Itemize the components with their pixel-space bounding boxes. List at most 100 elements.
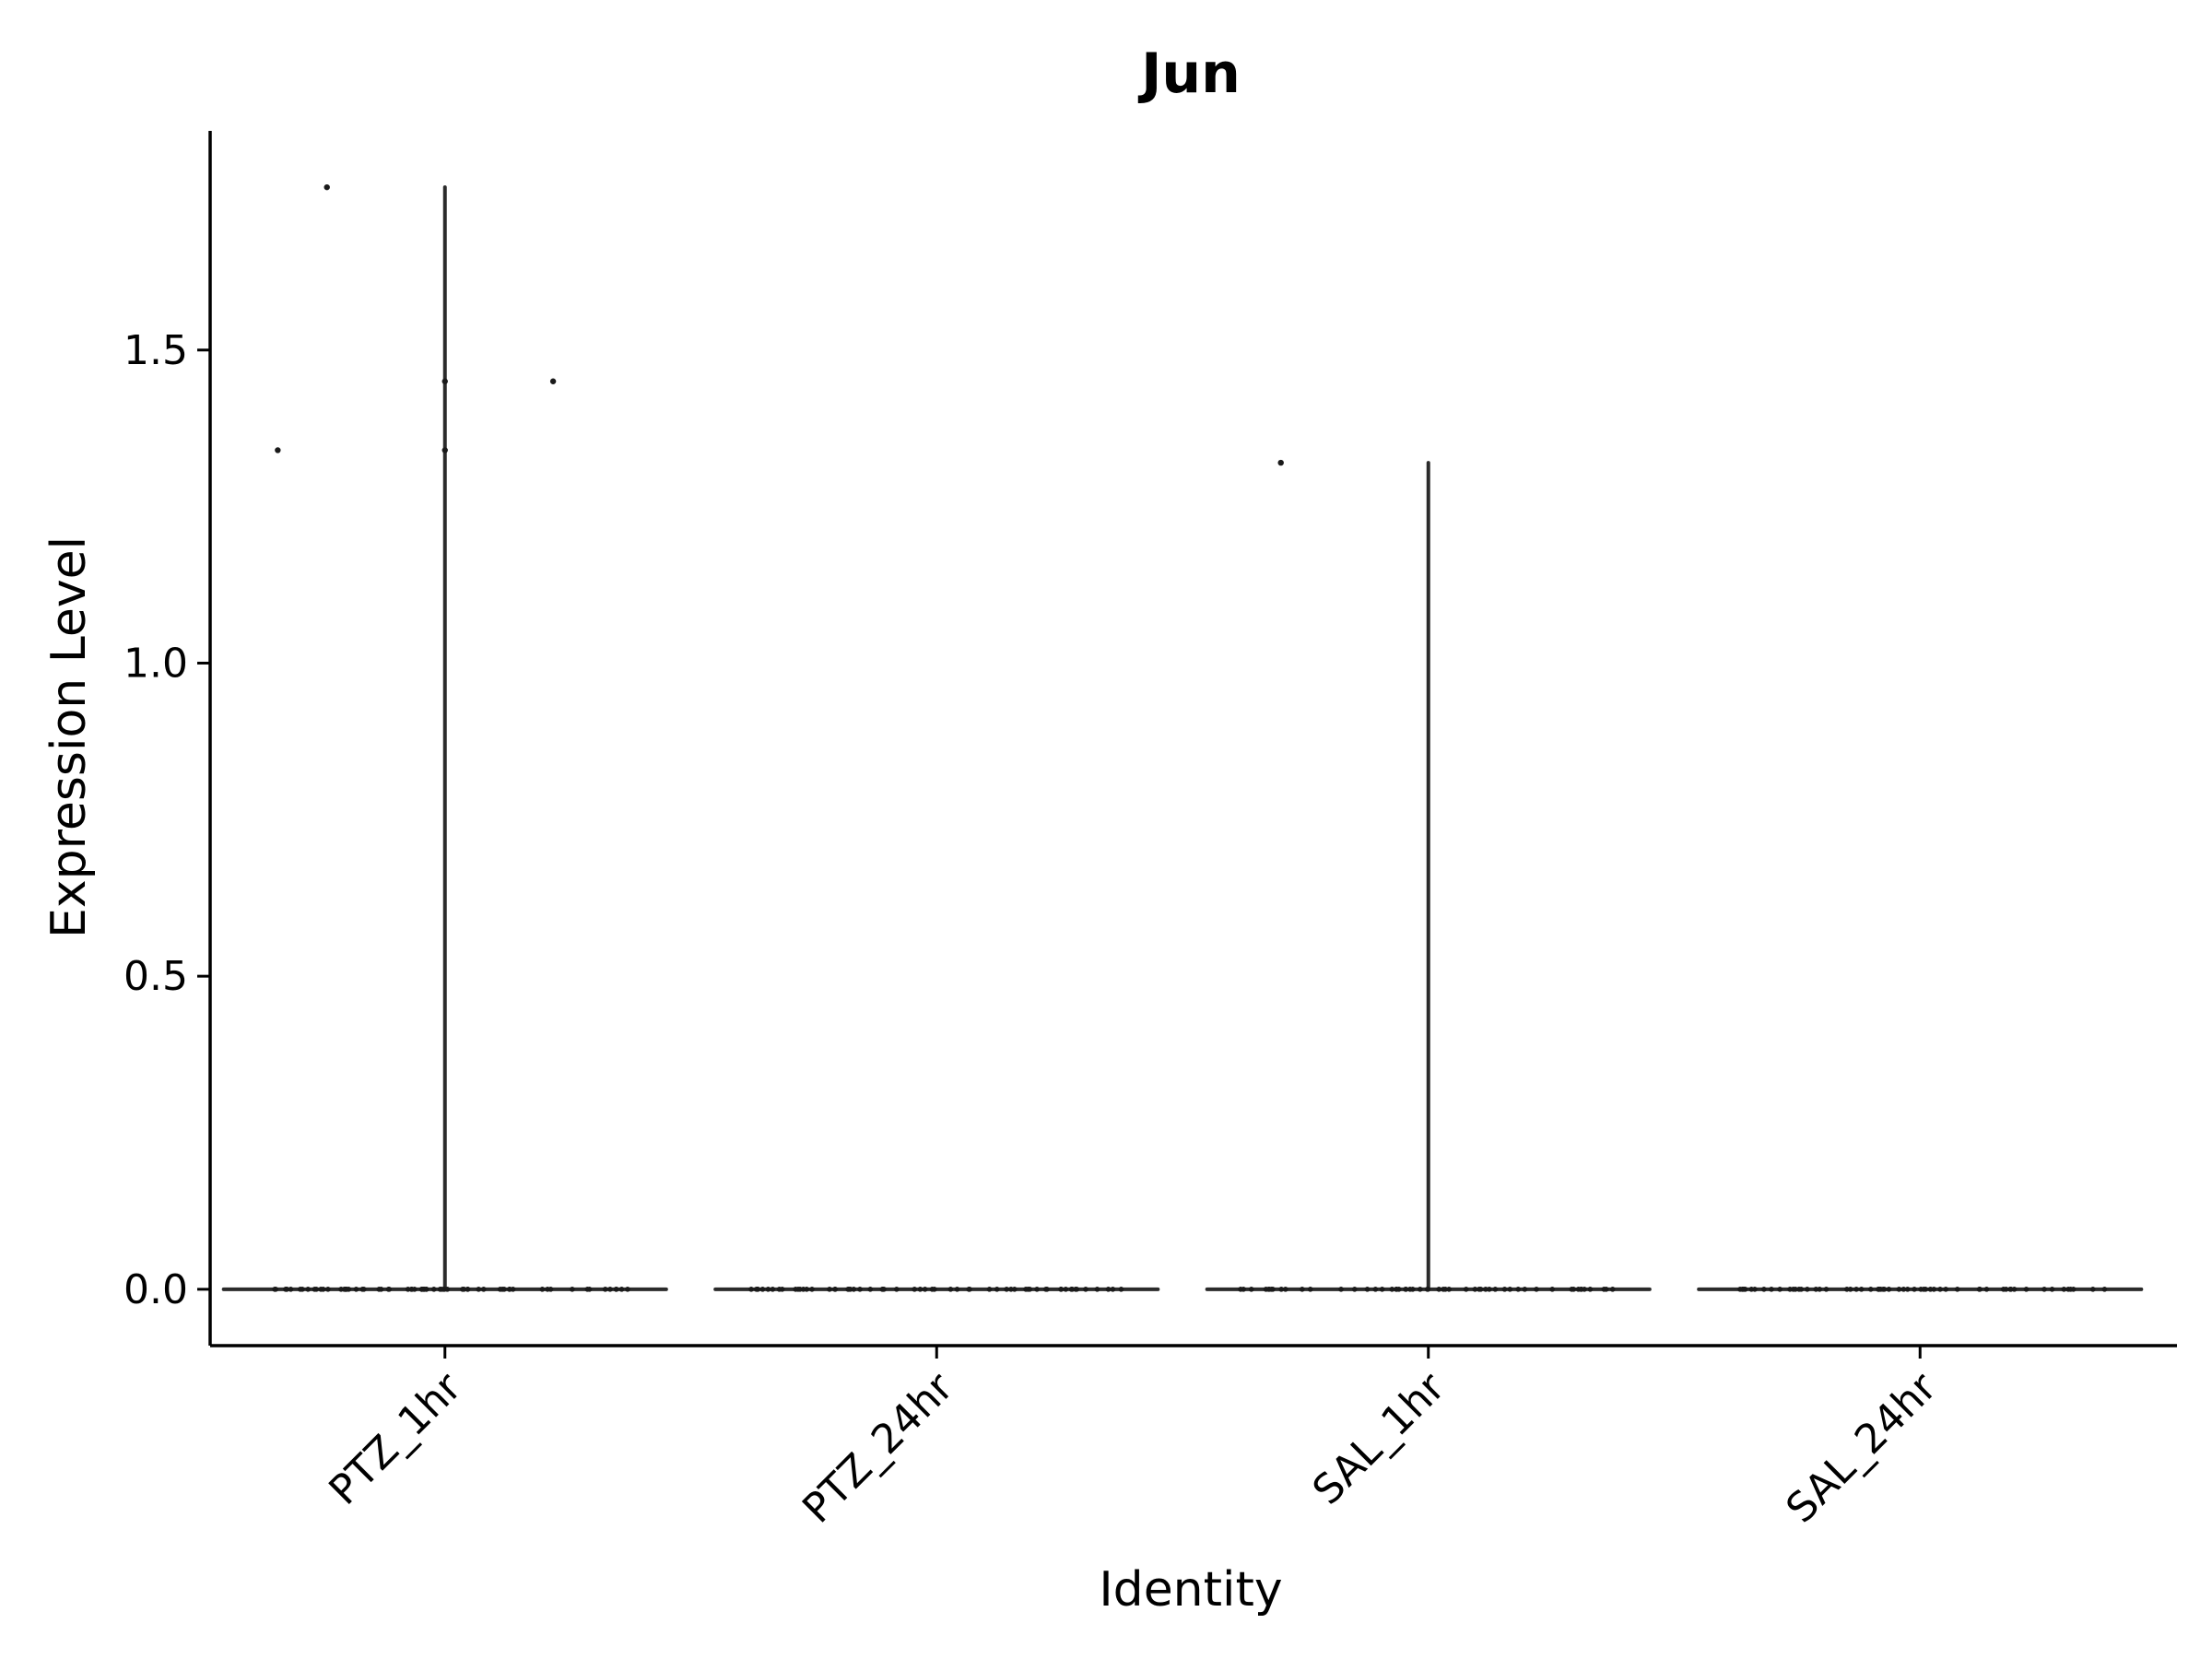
data-point xyxy=(753,1287,759,1292)
data-point xyxy=(275,447,281,453)
data-point xyxy=(1379,1287,1385,1292)
data-point xyxy=(1761,1287,1767,1292)
chart-title: Jun xyxy=(1137,41,1241,106)
data-point xyxy=(1277,459,1284,466)
data-point xyxy=(1777,1287,1783,1292)
data-point xyxy=(827,1287,832,1292)
data-point xyxy=(2023,1287,2030,1292)
data-point xyxy=(1501,1287,1508,1292)
data-point xyxy=(570,1287,575,1292)
data-point xyxy=(2061,1287,2067,1292)
data-point xyxy=(1853,1287,1859,1292)
data-point xyxy=(1487,1287,1492,1292)
data-point xyxy=(793,1287,799,1292)
data-point xyxy=(2008,1287,2014,1292)
x-tick-label: PTZ_1hr xyxy=(321,1363,472,1514)
data-point xyxy=(1008,1287,1014,1292)
data-point xyxy=(1338,1287,1344,1292)
data-point xyxy=(1023,1287,1029,1292)
data-point xyxy=(1847,1287,1853,1292)
data-point xyxy=(894,1287,900,1292)
data-point xyxy=(929,1287,935,1292)
data-point xyxy=(1436,1287,1442,1292)
data-point xyxy=(759,1287,766,1292)
data-point xyxy=(385,1287,392,1292)
data-point xyxy=(1790,1287,1796,1292)
data-point xyxy=(586,1287,593,1292)
data-point xyxy=(1858,1287,1865,1292)
data-point xyxy=(1278,1287,1284,1292)
data-point xyxy=(539,1287,546,1292)
data-point xyxy=(1265,1287,1272,1292)
data-point xyxy=(1477,1287,1482,1292)
data-point xyxy=(460,1287,465,1292)
data-point xyxy=(1983,1287,1990,1292)
data-point xyxy=(917,1287,924,1292)
data-point xyxy=(947,1287,954,1292)
data-point xyxy=(1058,1287,1065,1292)
data-point xyxy=(465,1287,471,1292)
data-point xyxy=(1105,1287,1112,1292)
data-point xyxy=(1900,1287,1907,1292)
data-point xyxy=(1073,1287,1078,1292)
data-point xyxy=(272,1287,277,1292)
data-point xyxy=(441,1287,446,1292)
data-point xyxy=(1351,1287,1358,1292)
data-point xyxy=(1954,1287,1960,1292)
data-point xyxy=(1364,1287,1371,1292)
data-point xyxy=(1394,1287,1400,1292)
data-point xyxy=(376,1287,382,1292)
data-point xyxy=(1876,1287,1882,1292)
y-tick-label: 0.5 xyxy=(124,953,188,1000)
data-point xyxy=(1424,1287,1430,1292)
data-point xyxy=(288,1287,294,1292)
data-point xyxy=(1752,1287,1758,1292)
data-point xyxy=(405,1287,411,1292)
data-point xyxy=(1609,1287,1616,1292)
data-point xyxy=(845,1287,851,1292)
data-point xyxy=(1472,1287,1478,1292)
data-point xyxy=(1483,1287,1488,1292)
data-point xyxy=(1587,1287,1594,1292)
data-point xyxy=(1912,1287,1917,1292)
data-point xyxy=(476,1287,482,1292)
data-point xyxy=(1937,1287,1943,1292)
data-point xyxy=(851,1287,857,1292)
data-point xyxy=(284,1287,289,1292)
y-tick-label: 0.0 xyxy=(124,1266,188,1313)
data-point xyxy=(2003,1287,2009,1292)
data-point xyxy=(1403,1287,1409,1292)
data-point xyxy=(338,1287,344,1292)
data-point xyxy=(324,183,330,191)
data-point xyxy=(1867,1287,1874,1292)
data-point xyxy=(602,1287,608,1292)
data-point xyxy=(986,1287,993,1292)
data-point xyxy=(797,1287,803,1292)
data-point xyxy=(765,1287,771,1292)
data-point xyxy=(1740,1287,1746,1292)
data-point xyxy=(480,1287,487,1292)
data-point xyxy=(1769,1287,1774,1292)
data-point xyxy=(776,1287,782,1292)
data-point xyxy=(1603,1287,1609,1292)
data-point xyxy=(312,1287,318,1292)
x-tick-label: SAL_24hr xyxy=(1777,1363,1946,1532)
x-tick-label: PTZ_24hr xyxy=(794,1363,962,1532)
data-point xyxy=(545,1287,550,1292)
data-point xyxy=(1110,1287,1116,1292)
data-point xyxy=(625,1287,630,1292)
data-point xyxy=(2101,1287,2108,1292)
data-point xyxy=(1446,1287,1452,1292)
data-point xyxy=(1805,1287,1810,1292)
data-point xyxy=(1389,1287,1395,1292)
data-point xyxy=(1817,1287,1823,1292)
data-point xyxy=(607,1287,613,1292)
data-point xyxy=(1300,1287,1305,1292)
data-point xyxy=(300,1287,305,1292)
data-point xyxy=(353,1287,359,1292)
data-point xyxy=(1034,1287,1040,1292)
data-point xyxy=(1844,1287,1850,1292)
data-point xyxy=(1522,1287,1528,1292)
data-point xyxy=(1442,1287,1448,1292)
data-point xyxy=(441,378,448,384)
